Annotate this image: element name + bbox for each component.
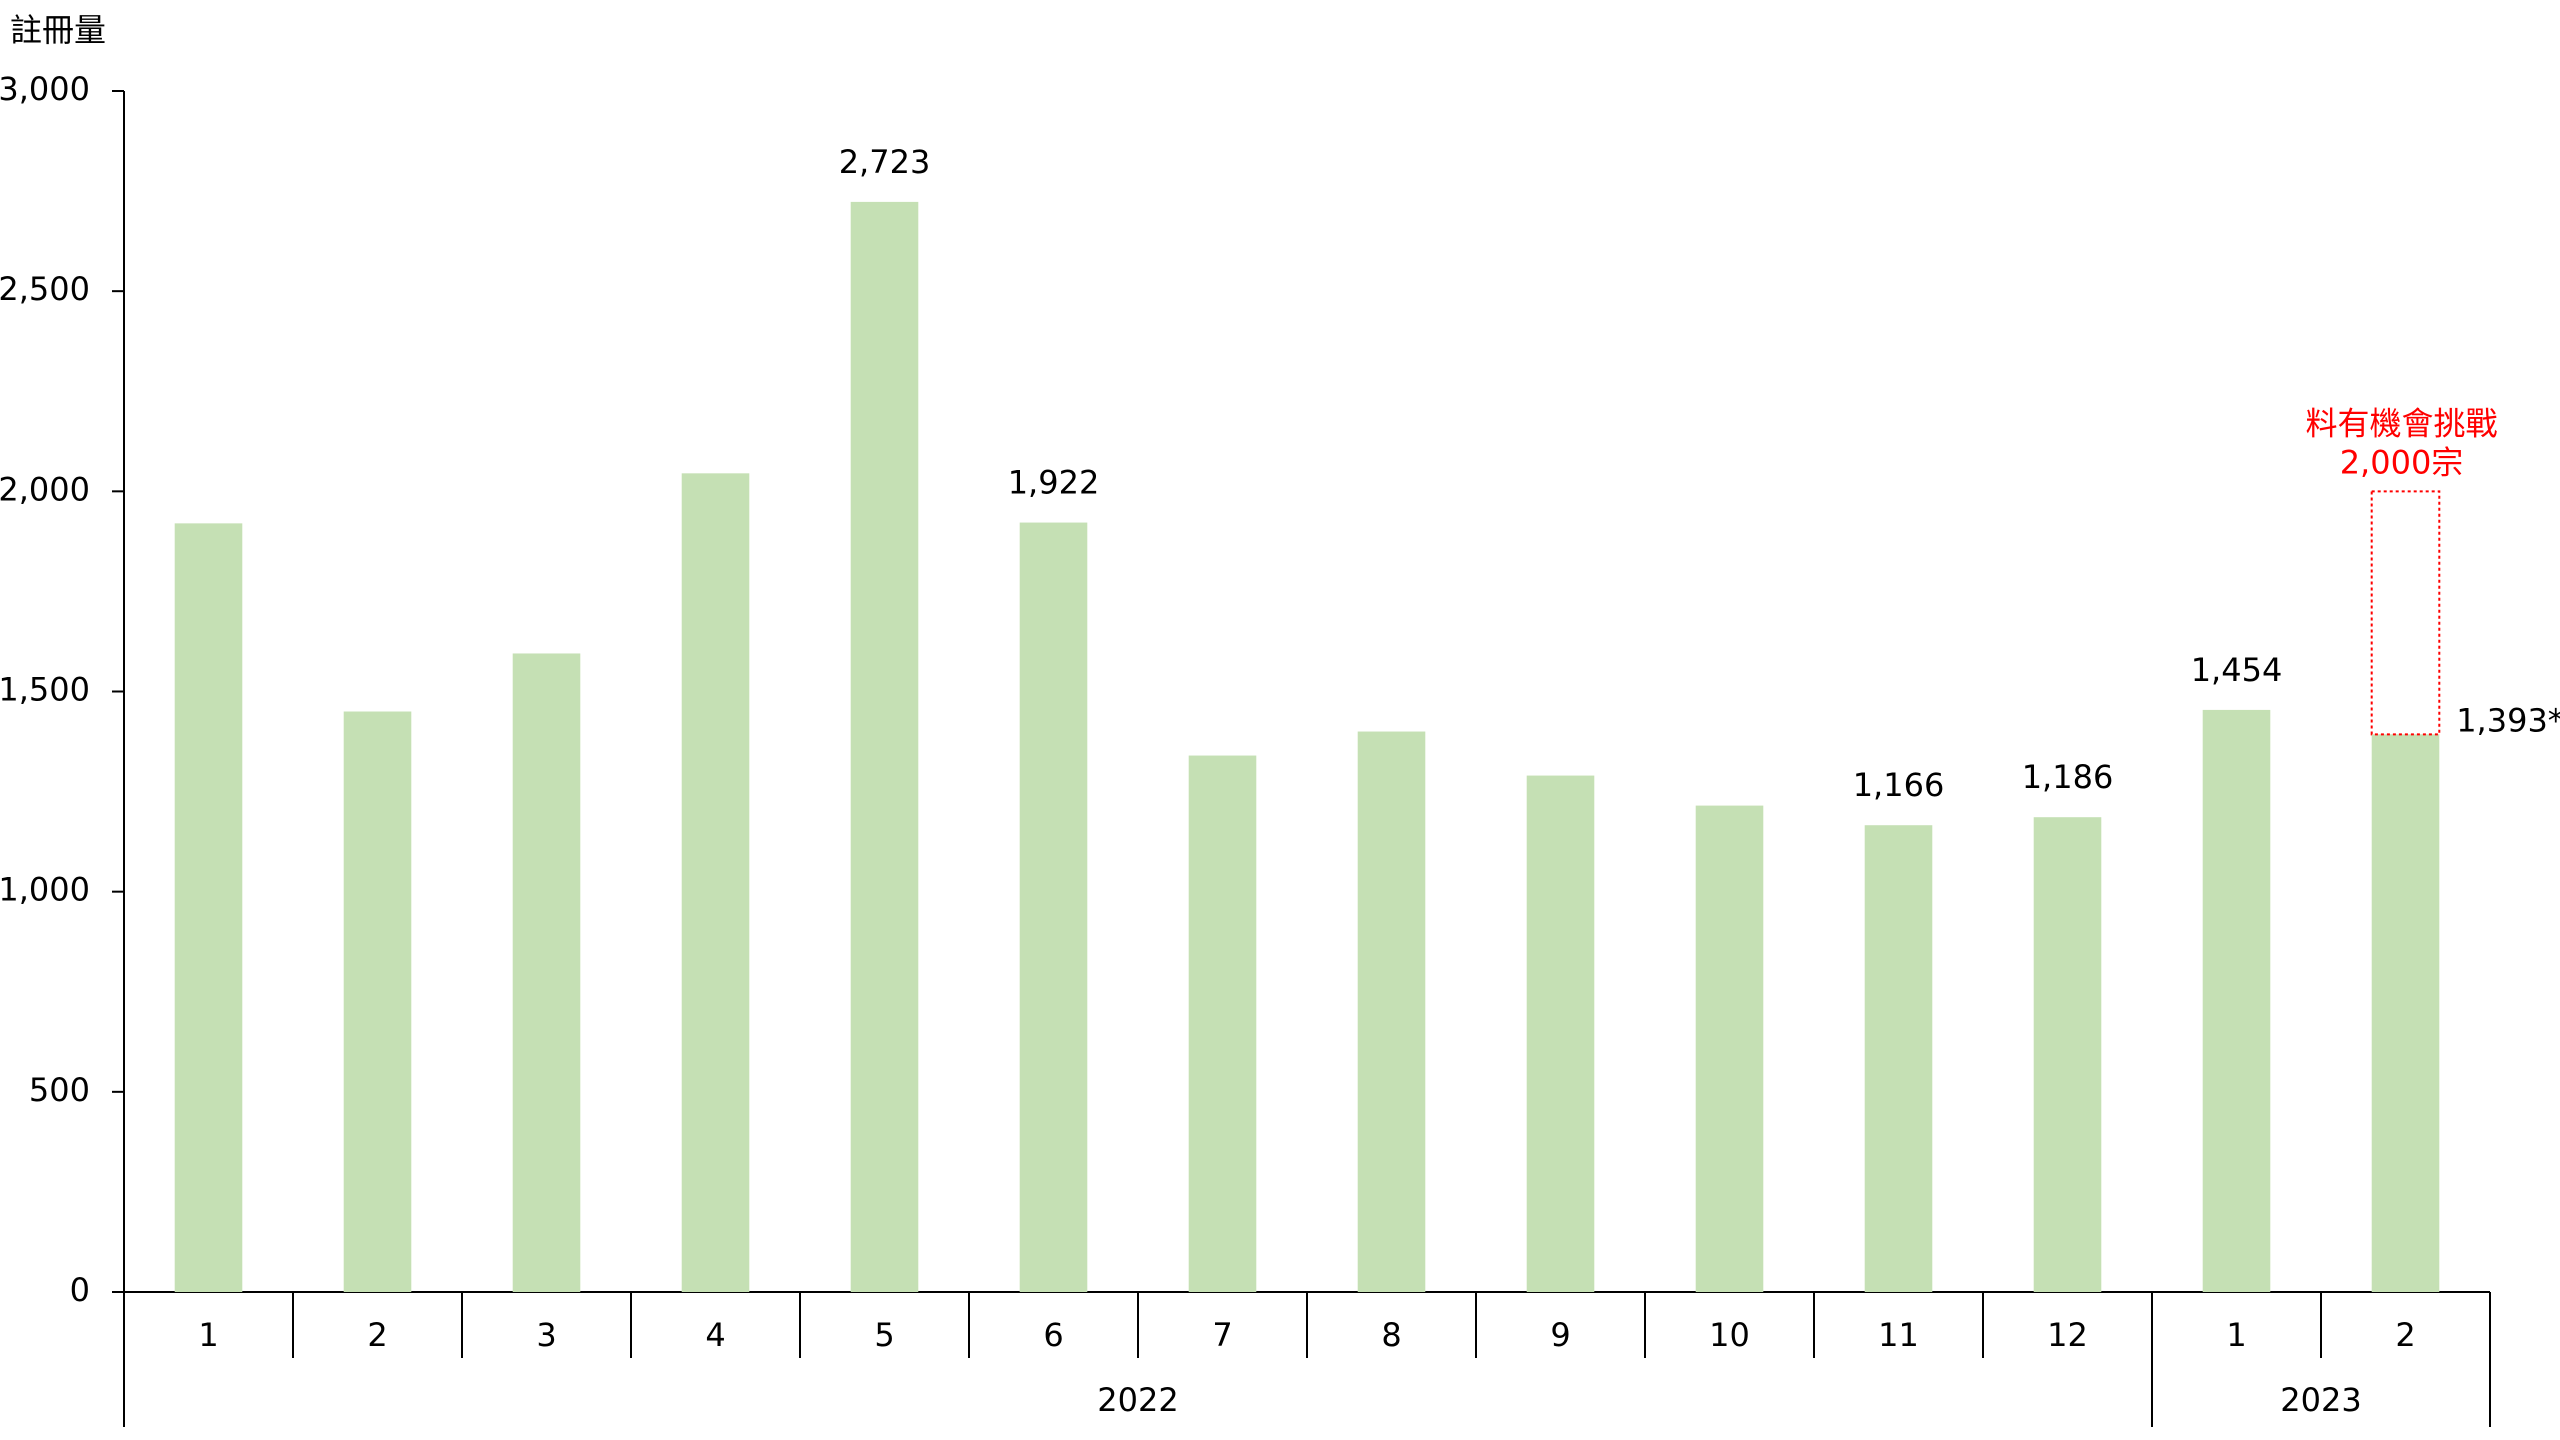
bar bbox=[174, 523, 243, 1292]
value-label: 2,723 bbox=[839, 143, 931, 181]
x-tick-label: 1 bbox=[198, 1316, 218, 1354]
bar bbox=[681, 473, 750, 1292]
x-tick-label: 9 bbox=[1550, 1316, 1570, 1354]
x-tick-label: 2 bbox=[367, 1316, 387, 1354]
y-tick-label: 2,500 bbox=[0, 270, 90, 308]
x-tick-label: 11 bbox=[1878, 1316, 1919, 1354]
x-tick-label: 3 bbox=[536, 1316, 556, 1354]
y-tick-label: 3,000 bbox=[0, 70, 90, 108]
value-label: 1,166 bbox=[1853, 766, 1945, 804]
x-tick-label: 6 bbox=[1043, 1316, 1063, 1354]
x-tick-label: 2 bbox=[2395, 1316, 2415, 1354]
value-label: 1,454 bbox=[2191, 651, 2283, 689]
x-tick-label: 12 bbox=[2047, 1316, 2088, 1354]
bar bbox=[850, 201, 919, 1292]
y-tick-label: 500 bbox=[29, 1071, 90, 1109]
x-tick-label: 5 bbox=[874, 1316, 894, 1354]
target-box bbox=[2370, 490, 2441, 736]
bar bbox=[1695, 805, 1764, 1292]
bar bbox=[1188, 755, 1257, 1292]
group-label: 2022 bbox=[1097, 1381, 1178, 1419]
bar bbox=[1526, 775, 1595, 1292]
bar bbox=[1019, 522, 1088, 1292]
bar bbox=[1357, 731, 1426, 1292]
x-tick-label: 4 bbox=[705, 1316, 725, 1354]
x-tick-label: 7 bbox=[1212, 1316, 1232, 1354]
value-label: 1,922 bbox=[1008, 464, 1100, 502]
group-label: 2023 bbox=[2280, 1381, 2361, 1419]
bar bbox=[343, 711, 412, 1292]
x-tick-label: 8 bbox=[1381, 1316, 1401, 1354]
bar bbox=[2202, 709, 2271, 1292]
bar bbox=[2033, 817, 2102, 1292]
value-label: 1,393* bbox=[2456, 701, 2560, 739]
y-axis-title: 註冊量 bbox=[10, 11, 106, 49]
x-tick-label: 10 bbox=[1709, 1316, 1750, 1354]
bar bbox=[2371, 734, 2440, 1292]
y-tick-label: 2,000 bbox=[0, 470, 90, 508]
y-tick-label: 1,000 bbox=[0, 871, 90, 909]
annotation-text: 料有機會挑戰 bbox=[2305, 404, 2497, 442]
bar bbox=[1864, 825, 1933, 1292]
x-tick-label: 1 bbox=[2226, 1316, 2246, 1354]
value-label: 1,186 bbox=[2022, 758, 2114, 796]
bar bbox=[512, 653, 581, 1292]
y-tick-label: 1,500 bbox=[0, 671, 90, 709]
y-tick-label: 0 bbox=[70, 1271, 90, 1309]
annotation-text: 2,000宗 bbox=[2340, 443, 2464, 481]
